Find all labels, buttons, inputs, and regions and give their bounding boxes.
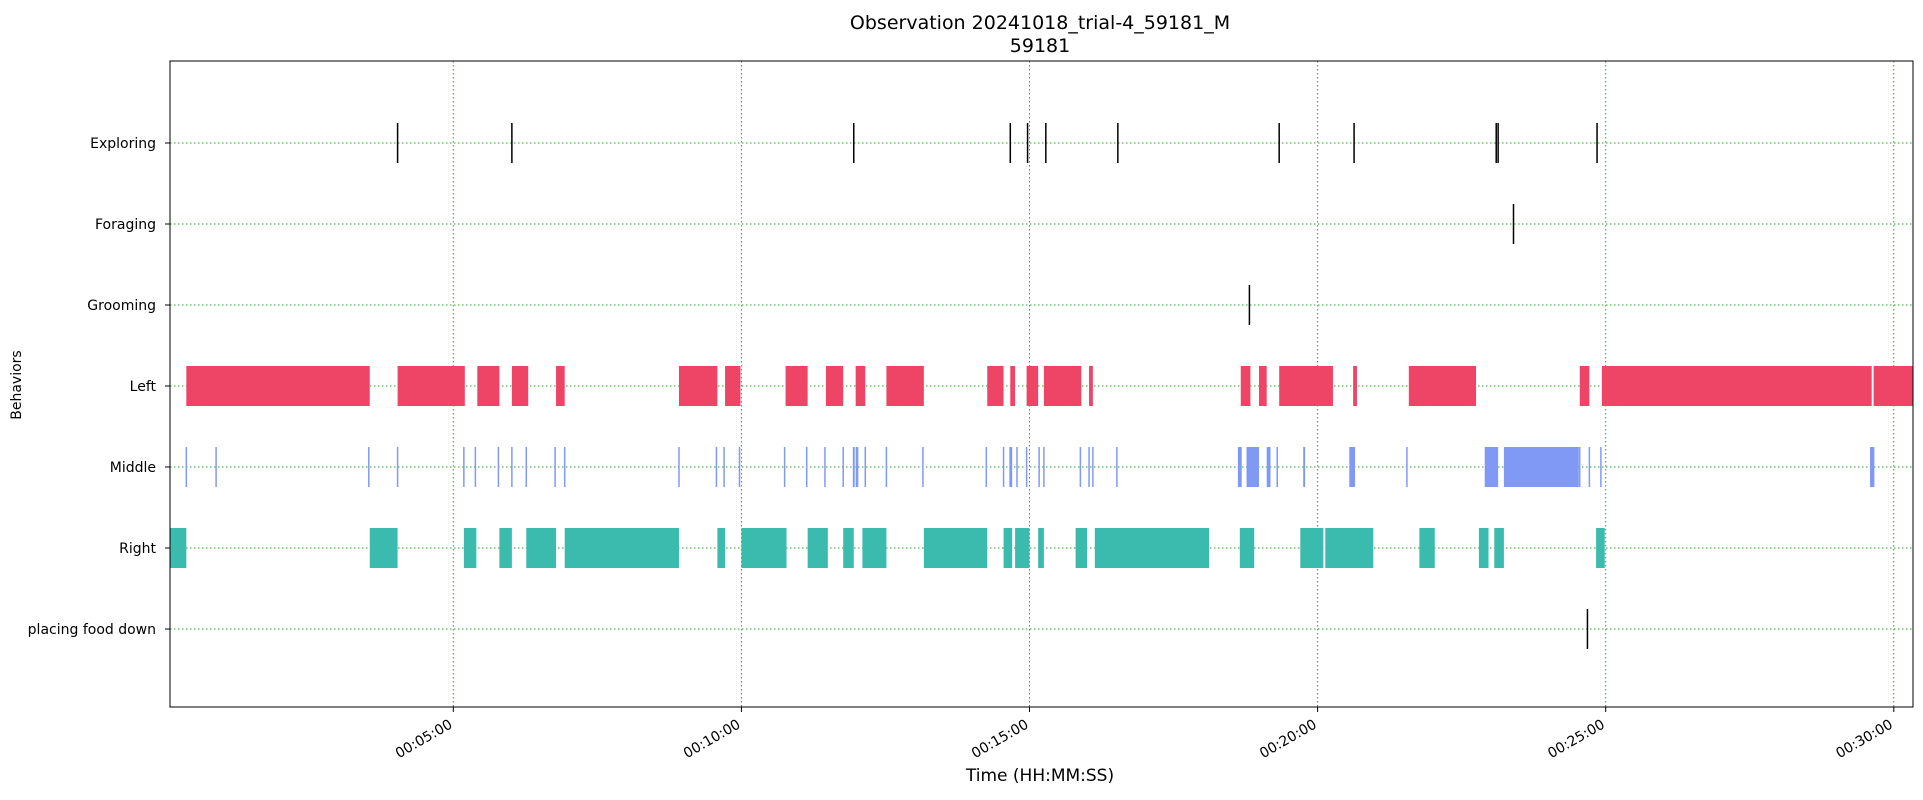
y-tick-label: Left [130,379,157,395]
behavior-interval-bar [1003,528,1013,568]
behavior-interval-bar [186,366,370,406]
behavior-interval-bar [1303,447,1306,487]
behavior-interval-bar [1601,366,1872,406]
behavior-interval-bar [1419,528,1435,568]
x-tick-label: 00:20:00 [1257,717,1319,762]
behavior-interval-bar [526,528,557,568]
behavior-interval-bar [1075,528,1088,568]
behavior-interval-bar [843,528,854,568]
behavior-interval-bar [1240,366,1251,406]
behavior-interval-bar [1094,528,1210,568]
behavior-interval-bar [678,366,718,406]
behavior-interval-bar [1089,366,1093,406]
plot-frame [169,60,1914,708]
x-tick-label: 00:30:00 [1833,717,1895,762]
behavior-interval-bar [1870,447,1874,487]
behavior-interval-bar [1237,447,1242,487]
behavior-interval-bar [1259,366,1267,406]
behavior-interval-bar [855,366,866,406]
chart-title: Observation 20241018_trial-4_59181_M [850,12,1230,34]
behavior-interval-bar [1038,528,1044,568]
x-tick-label: 00:25:00 [1545,717,1607,762]
x-tick-label: 00:15:00 [969,717,1031,762]
behavior-interval-bar [1043,366,1082,406]
behavior-interval-bar [556,366,565,406]
behavior-interval-bar [564,528,679,568]
behavior-interval-bar [1408,366,1477,406]
behavior-interval-bar [1239,528,1255,568]
y-tick-label: Foraging [95,217,156,233]
behavior-interval-bar [1349,447,1356,487]
x-axis: 00:05:00 00:10:00 00:15:00 00:20:00 00:25:00… [393,707,1896,762]
y-tick-label: Middle [110,460,156,476]
behavior-interval-bar [1353,366,1357,406]
behavior-interval-bar [987,366,1004,406]
y-axis: Exploring Foraging Grooming Left Middle Right… [28,136,170,638]
behavior-interval-bar [499,528,512,568]
behavior-interval-bar [1026,366,1039,406]
bars-layer [170,123,1913,649]
behavior-interval-bar [1596,528,1605,568]
behavior-interval-bar [1246,447,1260,487]
chart-subtitle: 59181 [1010,35,1070,57]
behavior-interval-bar [1494,528,1504,568]
behavior-interval-bar [511,366,529,406]
behavior-interval-bar [463,528,477,568]
x-tick-label: 00:10:00 [681,717,743,762]
behavior-interval-bar [785,366,808,406]
behavior-interval-bar [855,447,858,487]
behavior-interval-bar [397,366,465,406]
y-axis-label: Behaviors [9,350,25,419]
behavior-interval-bar [1266,447,1271,487]
behavior-interval-bar [1579,366,1590,406]
behavior-interval-bar [862,528,887,568]
behavior-interval-bar [725,366,741,406]
behavior-interval-bar [1873,366,1913,406]
behavior-interval-bar [886,366,924,406]
behavior-interval-bar [741,528,787,568]
behavior-interval-bar [170,528,187,568]
x-tick-label: 00:05:00 [393,717,455,762]
behavior-interval-bar [477,366,500,406]
behavior-interval-bar [1015,528,1030,568]
behavior-interval-bar [1300,528,1324,568]
y-tick-label: Right [119,541,156,557]
behavior-interval-bar [1503,447,1579,487]
x-axis-label: Time (HH:MM:SS) [965,766,1114,786]
y-tick-label: Exploring [90,136,156,152]
behavior-interval-bar [1478,528,1489,568]
behavior-interval-bar [369,528,398,568]
behavior-interval-bar [1484,447,1499,487]
behavior-interval-bar [1279,366,1333,406]
behavior-interval-bar [825,366,844,406]
behavior-interval-bar [1010,366,1016,406]
behavior-interval-bar [807,528,828,568]
behavior-interval-bar [1325,528,1374,568]
y-tick-label: placing food down [28,622,156,638]
behavior-interval-bar [923,528,988,568]
behavior-interval-bar [717,528,726,568]
y-tick-label: Grooming [87,298,156,314]
